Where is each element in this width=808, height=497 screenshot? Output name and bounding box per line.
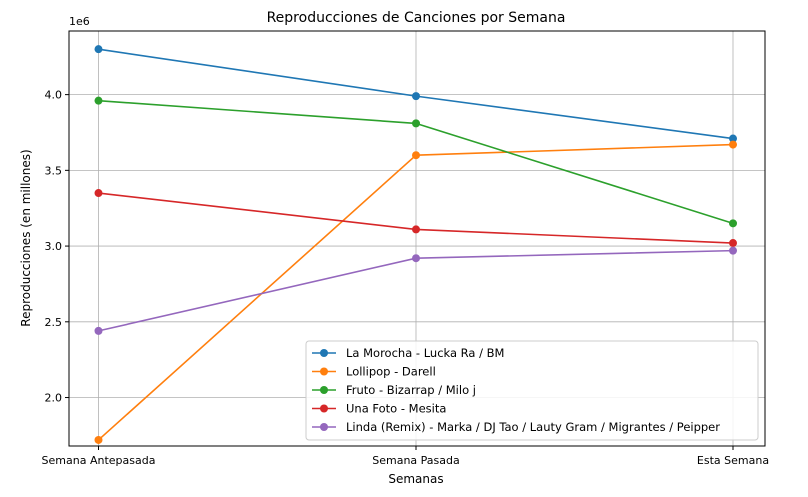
legend-item: La Morocha - Lucka Ra / BM — [312, 346, 504, 360]
legend-label: La Morocha - Lucka Ra / BM — [346, 346, 504, 360]
data-point — [729, 140, 737, 149]
series-2 — [94, 140, 737, 444]
series-3 — [94, 96, 737, 228]
y-axis-label: Reproducciones (en millones) — [19, 149, 33, 326]
y-tick-label: 3.5 — [45, 164, 63, 177]
x-tick-label: Esta Semana — [697, 454, 769, 467]
legend-swatch-marker — [320, 367, 328, 376]
y-offset-label: 1e6 — [69, 15, 90, 28]
y-tick-label: 3.0 — [45, 240, 63, 253]
plot-frame — [68, 30, 766, 447]
chart-title: Reproducciones de Canciones por Semana — [267, 10, 566, 26]
legend: La Morocha - Lucka Ra / BM Lollipop - Dar… — [305, 340, 759, 441]
series-lines — [94, 45, 737, 444]
series-4 — [94, 189, 737, 248]
data-point — [412, 92, 420, 101]
data-point — [729, 239, 737, 248]
data-point — [94, 45, 103, 54]
legend-item: Fruto - Bizarrap / Milo j — [312, 383, 476, 397]
y-tick-label: 2.5 — [45, 316, 63, 329]
data-point — [412, 151, 420, 160]
legend-swatch-marker — [320, 404, 328, 413]
x-tick-label: Semana Pasada — [372, 454, 460, 467]
y-tick-label: 2.0 — [45, 392, 63, 405]
y-tick-label: 4.0 — [45, 89, 63, 102]
data-point — [729, 219, 737, 228]
legend-item: Una Foto - Mesita — [312, 402, 446, 416]
y-axis-ticks: 2.0 2.5 3.0 3.5 4.0 — [45, 89, 69, 405]
legend-swatch-marker — [320, 423, 328, 431]
legend-swatch-marker — [320, 386, 328, 394]
data-point — [94, 96, 103, 105]
x-tick-label: Semana Antepasada — [42, 454, 156, 467]
data-point — [94, 326, 103, 335]
series-1 — [94, 45, 737, 143]
x-axis-label: Semanas — [388, 472, 443, 486]
data-point — [412, 225, 420, 234]
series-5 — [94, 246, 737, 335]
data-point — [729, 246, 737, 255]
legend-item: Linda (Remix) - Marka / DJ Tao / Lauty G… — [312, 420, 720, 434]
legend-item: Lollipop - Darell — [312, 365, 436, 379]
data-point — [94, 189, 103, 198]
legend-box — [305, 340, 759, 441]
data-point — [412, 119, 420, 128]
data-point — [412, 254, 420, 263]
data-point — [729, 134, 737, 143]
legend-swatch-marker — [320, 349, 328, 357]
legend-label: Una Foto - Mesita — [346, 402, 446, 416]
x-axis-ticks: Semana Antepasada Semana Pasada Esta Seman… — [42, 446, 769, 467]
legend-label: Linda (Remix) - Marka / DJ Tao / Lauty G… — [346, 420, 720, 434]
legend-label: Lollipop - Darell — [346, 365, 436, 379]
data-point — [94, 435, 103, 444]
legend-label: Fruto - Bizarrap / Milo j — [346, 383, 476, 397]
